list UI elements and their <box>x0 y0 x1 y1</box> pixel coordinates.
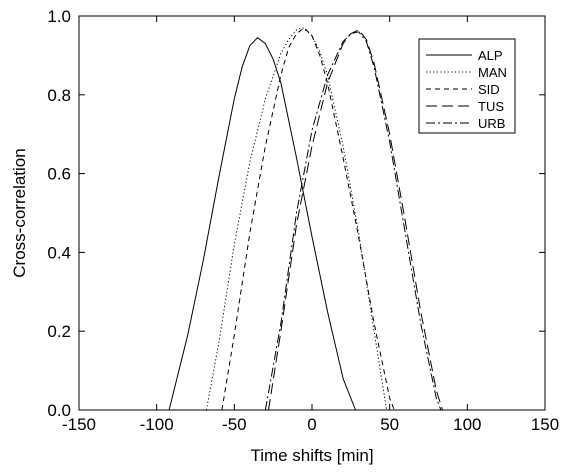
legend-label-tus: TUS <box>478 99 504 114</box>
x-tick-label: 150 <box>531 415 559 434</box>
tick-labels: -150 -100 -50 0 50 100 150 0.0 0.2 0.4 0.6 0.8 1.0 <box>47 7 559 434</box>
series-lines <box>168 27 443 411</box>
legend-label-sid: SID <box>478 82 500 97</box>
series-line-tus <box>268 29 443 411</box>
axis-ticks <box>78 15 546 411</box>
legend-label-urb: URB <box>478 116 505 131</box>
legend: ALP MAN SID TUS URB <box>418 38 516 134</box>
series-line-sid <box>221 27 395 411</box>
y-tick-label: 0.2 <box>47 322 71 341</box>
x-tick-label: -50 <box>222 415 247 434</box>
y-tick-label: 0.8 <box>47 86 71 105</box>
y-axis-label: Cross-correlation <box>10 148 29 277</box>
series-line-man <box>205 27 388 411</box>
y-tick-label: 0.4 <box>47 243 71 262</box>
x-tick-label: -100 <box>140 415 174 434</box>
y-tick-label: 1.0 <box>47 7 71 26</box>
legend-label-man: MAN <box>478 65 507 80</box>
x-tick-label: -150 <box>62 415 96 434</box>
y-tick-label: 0.0 <box>47 401 71 420</box>
series-line-urb <box>264 31 442 411</box>
series-line-alp <box>168 37 356 411</box>
x-tick-label: 50 <box>380 415 399 434</box>
x-tick-label: 100 <box>453 415 481 434</box>
x-axis-label: Time shifts [min] <box>250 446 373 465</box>
x-tick-label: 0 <box>307 415 316 434</box>
y-tick-label: 0.6 <box>47 165 71 184</box>
legend-label-alp: ALP <box>478 48 503 63</box>
